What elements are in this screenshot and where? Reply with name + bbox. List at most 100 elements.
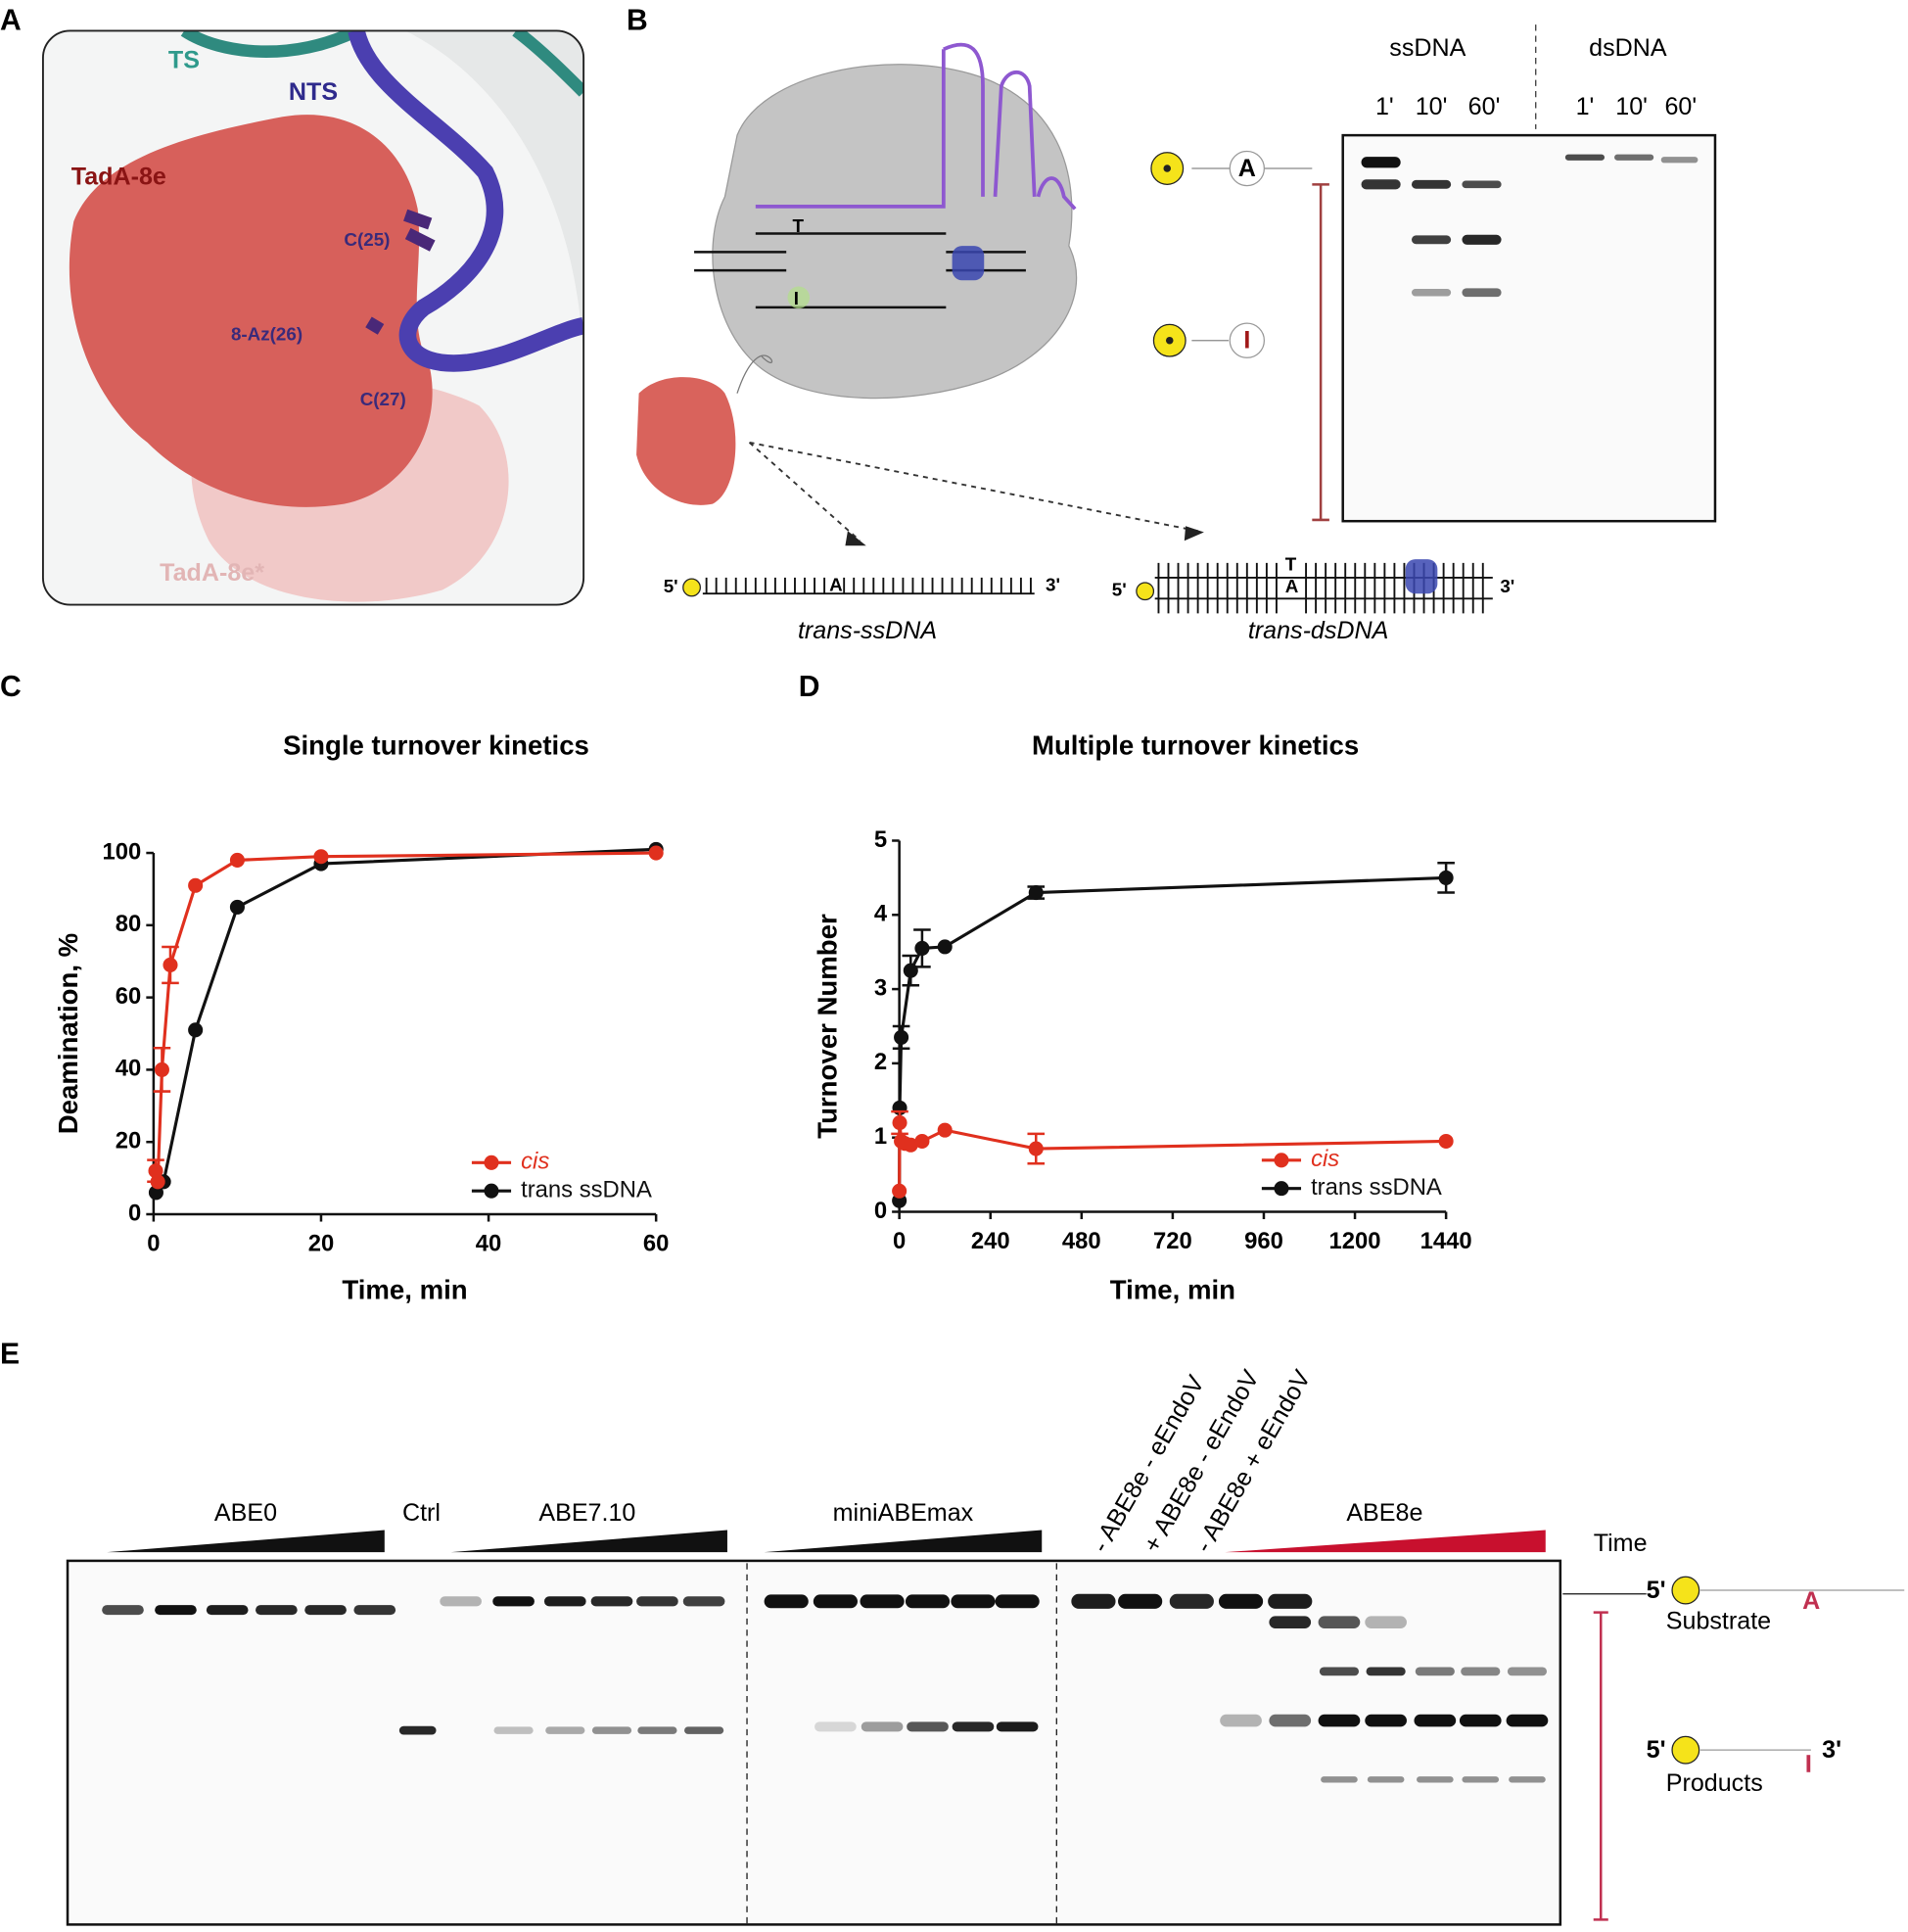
gel-band: [1462, 180, 1502, 189]
x-tick-label: 960: [1244, 1228, 1283, 1254]
base-circle: [1229, 322, 1266, 358]
gel-band: [1564, 154, 1606, 161]
label: Substrate: [1666, 1607, 1771, 1634]
lane-label: 1': [1576, 93, 1595, 120]
data-point: [892, 1183, 907, 1199]
gel-band: [1318, 1714, 1361, 1727]
base-letter: T: [792, 215, 804, 236]
gel-band: [682, 1596, 725, 1607]
end-label: 5': [1112, 580, 1127, 600]
gel-band: [1071, 1593, 1116, 1609]
x-tick-label: 1200: [1329, 1228, 1381, 1254]
gel-band: [398, 1725, 437, 1735]
label: TadA-8e: [71, 164, 166, 191]
data-point: [1028, 885, 1044, 901]
x-tick-label: 0: [893, 1228, 906, 1254]
panel-letter: B: [627, 5, 648, 37]
data-point: [937, 1122, 953, 1138]
gel-band: [1220, 1714, 1262, 1727]
y-tick-label: 3: [874, 974, 887, 1001]
x-tick-label: 20: [308, 1231, 335, 1257]
gel-band: [1269, 1616, 1312, 1628]
y-tick-label: 40: [116, 1056, 142, 1082]
group-label: dsDNA: [1589, 34, 1667, 62]
series-line: [155, 847, 657, 1194]
data-point: [163, 957, 178, 972]
panel-e: ABE0 Ctrl ABE7.10 miniABEmax ABE8e - ABE…: [66, 1365, 1905, 1926]
dna-strands: [694, 232, 1026, 309]
gel-band: [1507, 1667, 1548, 1676]
linker: [736, 354, 773, 394]
label: Products: [1666, 1769, 1763, 1797]
gel-band: [1367, 1776, 1405, 1783]
legend-label: trans ssDNA: [1311, 1174, 1442, 1201]
legend-label: cis: [1311, 1146, 1339, 1172]
data-point: [188, 877, 204, 893]
data-point: [894, 1029, 909, 1045]
lane-label: 10': [1416, 93, 1448, 120]
structure-render: [42, 30, 584, 605]
y-tick-label: 5: [874, 826, 887, 853]
gel-band: [684, 1726, 724, 1734]
gel-band: [1462, 288, 1502, 298]
end-label: 3': [1822, 1736, 1841, 1764]
gel-band: [591, 1726, 632, 1734]
data-point: [1028, 1141, 1044, 1156]
label: Time: [1594, 1530, 1648, 1557]
group-label: ssDNA: [1389, 34, 1466, 62]
gel-band: [493, 1726, 534, 1734]
radioactive-icon: [1671, 1576, 1700, 1605]
gel-band: [543, 1596, 586, 1607]
data-point: [188, 1022, 204, 1038]
group-label: miniABEmax: [833, 1499, 974, 1527]
ts-strand: [512, 30, 584, 97]
legend-swatch: [484, 1154, 499, 1170]
y-tick-label: 4: [874, 901, 888, 927]
gel-band: [256, 1605, 298, 1616]
bases: [365, 209, 436, 335]
x-tick-label: 240: [971, 1228, 1010, 1254]
gel-band: [1509, 1776, 1546, 1783]
radioactive-icon: [682, 578, 701, 597]
data-point: [313, 849, 329, 865]
nts-strand: [348, 30, 584, 372]
y-axis-label: Turnover Number: [812, 914, 842, 1139]
lane-label: 10': [1615, 93, 1648, 120]
base-letter: A: [1285, 576, 1299, 596]
data-point: [150, 1174, 165, 1190]
panel-a: TS NTS TadA-8e C(25) 8-Az(26) C(27) TadA…: [41, 29, 585, 606]
end-label: 5': [1647, 1736, 1666, 1764]
end-label: 3': [1046, 575, 1060, 595]
base-letter: I: [1243, 327, 1250, 354]
series-line: [154, 851, 657, 1183]
legend-swatch: [484, 1183, 499, 1199]
ts-strand: [180, 30, 359, 58]
data-point: [903, 963, 918, 978]
group-label: ABE7.10: [538, 1499, 635, 1527]
time-wedge: [1225, 1530, 1546, 1553]
gel-band: [1366, 1667, 1406, 1676]
radioactive-icon: [1150, 152, 1185, 185]
gel-band: [304, 1605, 347, 1616]
y-tick-label: 1: [874, 1123, 887, 1150]
radioactive-icon: [1671, 1735, 1700, 1765]
x-tick-label: 720: [1153, 1228, 1192, 1254]
radioactive-icon: [1136, 582, 1155, 601]
gel-band: [1415, 1667, 1455, 1676]
gel-band: [1318, 1616, 1361, 1628]
x-tick-label: 60: [643, 1231, 670, 1257]
gel-band: [636, 1596, 678, 1607]
gel-band: [952, 1721, 995, 1732]
data-point: [229, 852, 245, 868]
gel-band: [1365, 1714, 1407, 1727]
legend-label: cis: [521, 1149, 549, 1175]
gel-band: [860, 1594, 905, 1609]
lane-label: 1': [1375, 93, 1394, 120]
lane-label: 60': [1664, 93, 1697, 120]
y-tick-label: 60: [116, 983, 142, 1010]
x-axis-label: Time, min: [342, 1274, 467, 1304]
base-letter: A: [1238, 155, 1256, 182]
y-tick-label: 2: [874, 1049, 887, 1075]
